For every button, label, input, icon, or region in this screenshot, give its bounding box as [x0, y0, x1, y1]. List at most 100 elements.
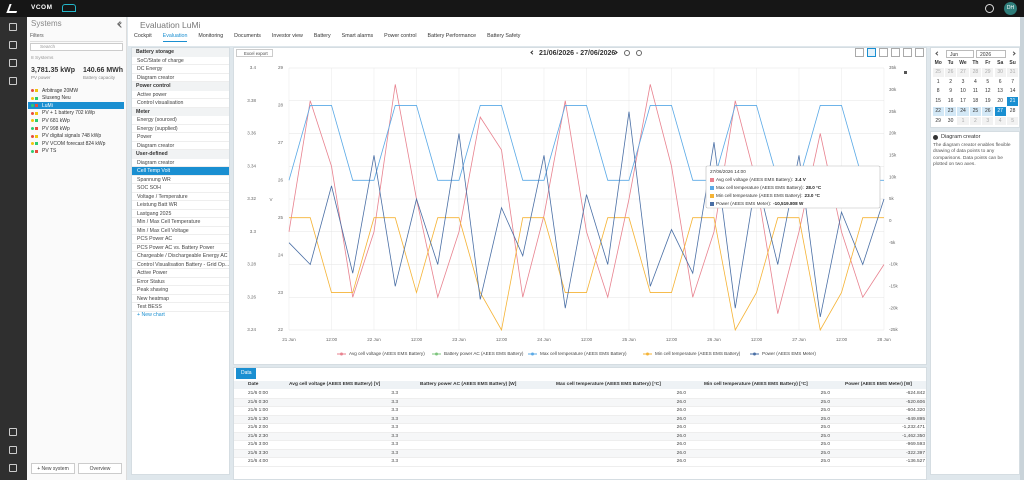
menu-item[interactable]: Lastgang 2025 — [132, 210, 229, 218]
menu-item[interactable]: Diagram creator — [132, 142, 229, 150]
calendar-day[interactable]: 3 — [961, 78, 965, 85]
menu-item[interactable]: Cell Temp Volt — [132, 167, 229, 176]
menu-item[interactable]: SoC/State of charge — [132, 57, 229, 65]
calendar-day[interactable]: 27 — [994, 106, 1006, 116]
calendar-day[interactable]: 5 — [1006, 116, 1019, 126]
calendar-day[interactable]: 4 — [973, 78, 977, 85]
help-icon[interactable] — [985, 4, 994, 13]
calendar-day[interactable]: 30 — [947, 117, 954, 124]
calendar-day[interactable]: 28 — [1009, 107, 1016, 114]
menu-item[interactable]: Active Power — [132, 269, 229, 278]
calendar-day[interactable]: 27 — [957, 68, 969, 77]
search[interactable]: Search — [30, 43, 123, 51]
calendar-day[interactable]: 3 — [982, 116, 994, 126]
menu-item[interactable]: SOC SOH — [132, 184, 229, 193]
menu-item[interactable]: Energy (supplied) — [132, 125, 229, 133]
calendar-day[interactable]: 9 — [949, 88, 952, 95]
calendar-day[interactable]: 24 — [957, 106, 969, 116]
view-icon[interactable] — [879, 48, 888, 57]
calendar-day[interactable]: 1 — [957, 116, 969, 126]
calendar-day[interactable]: 1 — [936, 78, 940, 85]
calendar-day[interactable]: 12 — [985, 88, 991, 95]
calendar-day[interactable]: 20 — [997, 98, 1003, 105]
calendar-day[interactable]: 10 — [960, 88, 966, 95]
view-icon[interactable] — [855, 48, 864, 57]
calendar-day[interactable]: 29 — [982, 68, 994, 77]
calendar-day[interactable]: 26 — [944, 68, 957, 77]
tab[interactable]: Smart alarms — [341, 33, 374, 39]
calendar-day[interactable]: 16 — [947, 98, 954, 105]
menu-item[interactable]: Active power — [132, 91, 229, 99]
tab[interactable]: Evaluation — [162, 33, 188, 43]
view-icon[interactable] — [867, 48, 876, 57]
tab[interactable]: Battery Performance — [427, 33, 477, 39]
menu-item[interactable]: PCS Power AC vs. Battery Power — [132, 244, 229, 252]
rail-icon[interactable] — [9, 77, 17, 85]
calendar-day[interactable]: 18 — [972, 98, 979, 105]
calendar-day[interactable]: 13 — [997, 88, 1003, 95]
calendar-day[interactable]: 19 — [985, 98, 991, 105]
calendar-day[interactable]: 17 — [960, 98, 966, 105]
calendar-day[interactable]: 14 — [1009, 88, 1016, 95]
calendar-day[interactable]: 30 — [994, 68, 1006, 77]
toolbar-icon[interactable] — [624, 50, 630, 56]
rail-icon[interactable] — [9, 464, 17, 472]
new-chart[interactable]: + New chart — [137, 311, 165, 318]
menu-item[interactable]: Test BESS — [132, 303, 229, 312]
system-item[interactable] — [28, 102, 124, 110]
toolbar-icon[interactable] — [636, 50, 642, 56]
calendar-day[interactable]: 6 — [998, 78, 1002, 85]
filters[interactable]: Filters — [30, 33, 123, 42]
calendar-day[interactable]: 21 — [1006, 97, 1019, 106]
calendar-day[interactable]: 31 — [1006, 68, 1019, 77]
tab[interactable]: Documents — [234, 33, 261, 39]
year-select[interactable]: 2026 — [976, 50, 1006, 58]
menu-item[interactable]: Diagram creator — [132, 159, 229, 167]
view-icon[interactable] — [891, 48, 900, 57]
tab[interactable]: Power control — [384, 33, 417, 39]
excel-export[interactable]: Excel export — [236, 49, 273, 57]
tab[interactable]: Cockpit — [134, 33, 152, 39]
menu-item[interactable]: Control Visualisation Battery - Grid Op.… — [132, 261, 229, 269]
calendar-day[interactable]: 5 — [986, 78, 990, 85]
calendar-day[interactable]: 8 — [936, 88, 940, 95]
data-tab[interactable]: Data — [236, 368, 256, 379]
calendar-day[interactable]: 25 — [969, 106, 982, 116]
calendar-day[interactable]: 4 — [994, 116, 1006, 126]
tab[interactable]: Battery Safety — [487, 33, 521, 39]
avatar[interactable]: DH — [1004, 2, 1017, 15]
calendar-day[interactable]: 2 — [969, 116, 982, 126]
tab[interactable]: Battery — [313, 33, 331, 39]
calendar-day[interactable]: 15 — [935, 98, 941, 105]
menu-item[interactable]: Energy (sourced) — [132, 116, 229, 125]
calendar-day[interactable]: 29 — [935, 117, 941, 124]
menu-item[interactable]: Peak shaving — [132, 286, 229, 295]
view-icon[interactable] — [903, 48, 912, 57]
rail-icon[interactable] — [9, 23, 17, 31]
tab[interactable]: Monitoring — [198, 33, 224, 39]
menu-item[interactable]: Power — [132, 133, 229, 142]
tab[interactable]: Investor view — [271, 33, 303, 39]
view-icon[interactable] — [915, 48, 924, 57]
calendar-day[interactable]: 22 — [932, 106, 944, 116]
calendar-day[interactable]: 7 — [1011, 78, 1014, 85]
calendar-day[interactable]: 26 — [982, 106, 994, 116]
menu-item[interactable]: Min / Max Cell Temperature — [132, 218, 229, 227]
calendar-day[interactable]: 2 — [949, 78, 952, 85]
menu-item[interactable]: Control visualisation — [132, 99, 229, 108]
rail-icon[interactable] — [9, 59, 17, 67]
menu-item[interactable]: Diagram creator — [132, 74, 229, 82]
panel-button[interactable]: + New system — [31, 463, 75, 474]
rail-icon[interactable] — [9, 41, 17, 49]
calendar-day[interactable]: 23 — [944, 106, 957, 116]
rail-icon[interactable] — [9, 446, 17, 454]
menu-item[interactable]: Chargeable / Dischargeable Energy AC — [132, 252, 229, 261]
menu-item[interactable]: PCS Power AC — [132, 235, 229, 244]
calendar-day[interactable]: 25 — [932, 68, 944, 77]
calendar-day[interactable]: 28 — [969, 68, 982, 77]
menu-item[interactable]: New heatmap — [132, 295, 229, 303]
month-select[interactable]: Jun — [946, 50, 974, 58]
menu-item[interactable]: Voltage / Temperature — [132, 193, 229, 201]
panel-button[interactable]: Overview — [78, 463, 122, 474]
menu-item[interactable]: Min / Max Cell Voltage — [132, 227, 229, 235]
